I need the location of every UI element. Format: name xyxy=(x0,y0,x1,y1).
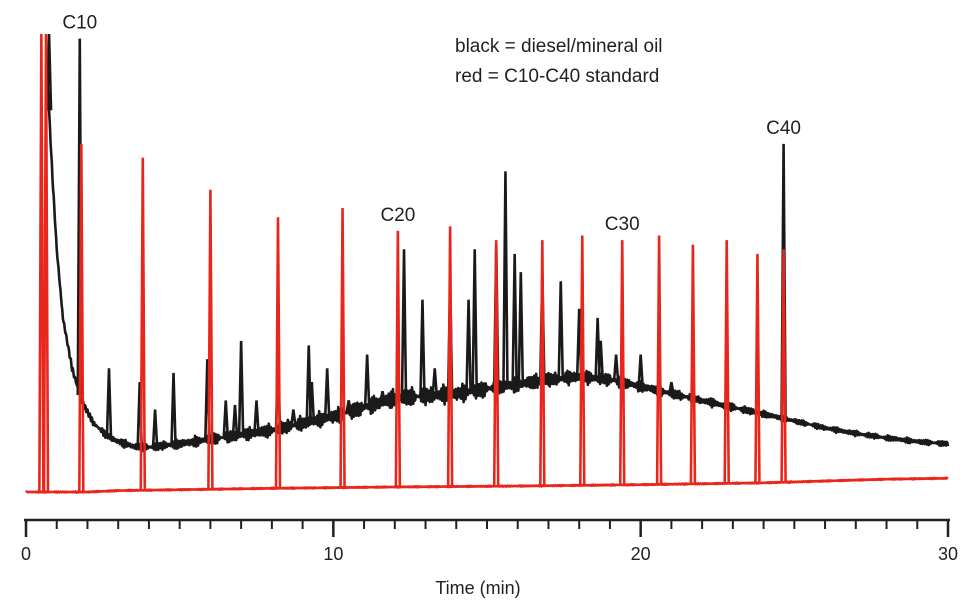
standard-peak xyxy=(689,244,697,484)
diesel-peak xyxy=(237,340,245,435)
standard-peak xyxy=(339,208,346,488)
diesel-peak xyxy=(345,400,352,413)
diesel-peak xyxy=(431,368,439,396)
diesel-peak xyxy=(419,299,426,397)
peak-label-c30: C30 xyxy=(605,214,640,235)
standard-peak xyxy=(655,235,663,485)
plot-area xyxy=(24,33,950,494)
standard-peak xyxy=(723,240,731,484)
diesel-peak xyxy=(253,400,260,433)
diesel-peak xyxy=(363,354,371,407)
diesel-peak xyxy=(231,404,239,436)
peak-label-c40: C40 xyxy=(766,118,801,139)
standard-peak xyxy=(207,189,214,490)
legend-red: red = C10-C40 standard xyxy=(455,66,659,87)
diesel-peak xyxy=(637,354,644,387)
diesel-peak xyxy=(597,340,605,379)
standard-peak xyxy=(754,253,761,483)
diesel-peak xyxy=(170,372,177,445)
diesel-peak xyxy=(471,249,479,391)
diesel-peak xyxy=(105,368,113,437)
standard-peak xyxy=(274,217,282,489)
diesel-peak xyxy=(400,249,408,398)
diesel-peak xyxy=(511,253,518,385)
diesel-peak xyxy=(612,354,620,382)
x-tick-label: 30 xyxy=(938,544,958,564)
standard-peak xyxy=(42,33,50,493)
diesel-peak xyxy=(517,272,525,384)
standard-peak xyxy=(394,230,402,487)
standard-peak xyxy=(492,240,500,487)
diesel-peak xyxy=(151,409,159,447)
diesel-peak xyxy=(290,409,297,426)
diesel-peak xyxy=(557,281,565,379)
standard-series-line xyxy=(24,476,949,494)
standard-peak xyxy=(78,143,85,493)
x-axis-title: Time (min) xyxy=(435,578,520,598)
x-tick-label: 20 xyxy=(631,544,651,564)
x-tick-label: 0 xyxy=(21,544,31,564)
legend-black: black = diesel/mineral oil xyxy=(455,36,663,57)
standard-peak xyxy=(578,235,586,486)
standard-peak xyxy=(618,240,626,485)
peak-annotations: C10 C20 C30 C40 xyxy=(62,13,801,236)
standard-peak xyxy=(446,226,454,487)
diesel-peak xyxy=(379,390,386,403)
standard-peak xyxy=(38,33,45,493)
diesel-peak xyxy=(222,400,230,438)
diesel-peak xyxy=(308,382,316,422)
diesel-peak xyxy=(45,33,53,111)
x-tick-label: 10 xyxy=(323,544,343,564)
diesel-peak xyxy=(465,299,472,392)
standard-peak xyxy=(780,249,787,483)
x-axis-ticks: 0 10 20 30 xyxy=(21,520,958,564)
peak-label-c20: C20 xyxy=(380,205,415,226)
peak-label-c10: C10 xyxy=(62,13,97,34)
standard-peak xyxy=(139,157,147,491)
diesel-peak xyxy=(502,171,509,387)
standard-peak xyxy=(539,240,546,486)
diesel-peak xyxy=(323,368,331,418)
diesel-peak xyxy=(668,381,675,394)
